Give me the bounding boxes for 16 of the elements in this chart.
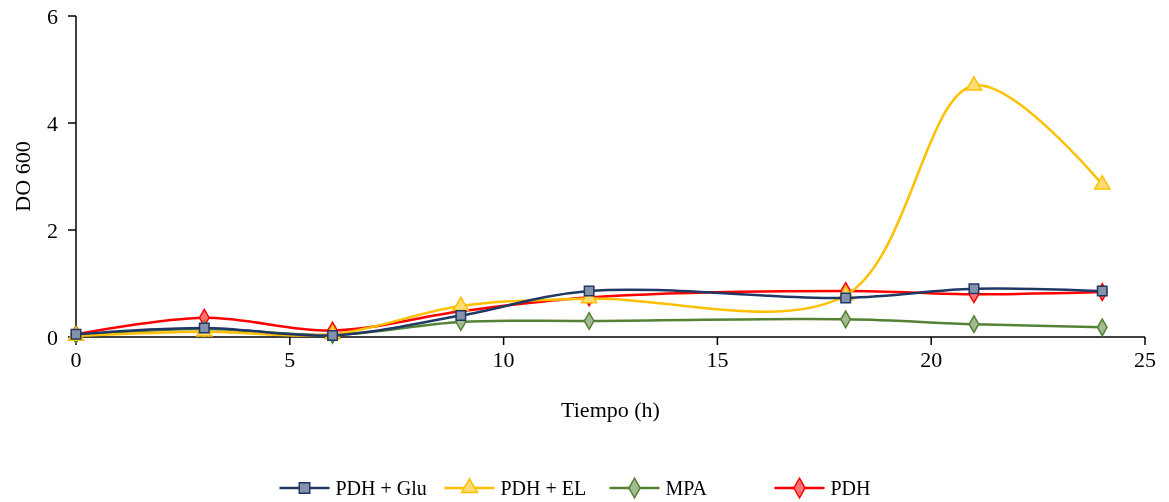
x-axis-title: Tiempo (h)	[561, 397, 660, 422]
y-axis-title: DO 600	[10, 141, 35, 212]
x-tick-label: 5	[284, 347, 296, 372]
legend-label: PDH	[830, 477, 871, 499]
y-tick-label: 6	[47, 4, 58, 29]
y-tick-label: 0	[47, 325, 58, 350]
y-tick-label: 2	[47, 218, 58, 243]
legend-label: MPA	[665, 477, 708, 499]
x-tick-label: 20	[920, 347, 943, 372]
x-tick-label: 10	[492, 347, 515, 372]
x-tick-label: 0	[70, 347, 82, 372]
x-tick-label: 15	[706, 347, 729, 372]
x-tick-label: 25	[1134, 347, 1156, 372]
legend-label: PDH + Glu	[335, 477, 427, 499]
legend-label: PDH + EL	[500, 477, 587, 499]
y-tick-label: 4	[47, 111, 58, 136]
